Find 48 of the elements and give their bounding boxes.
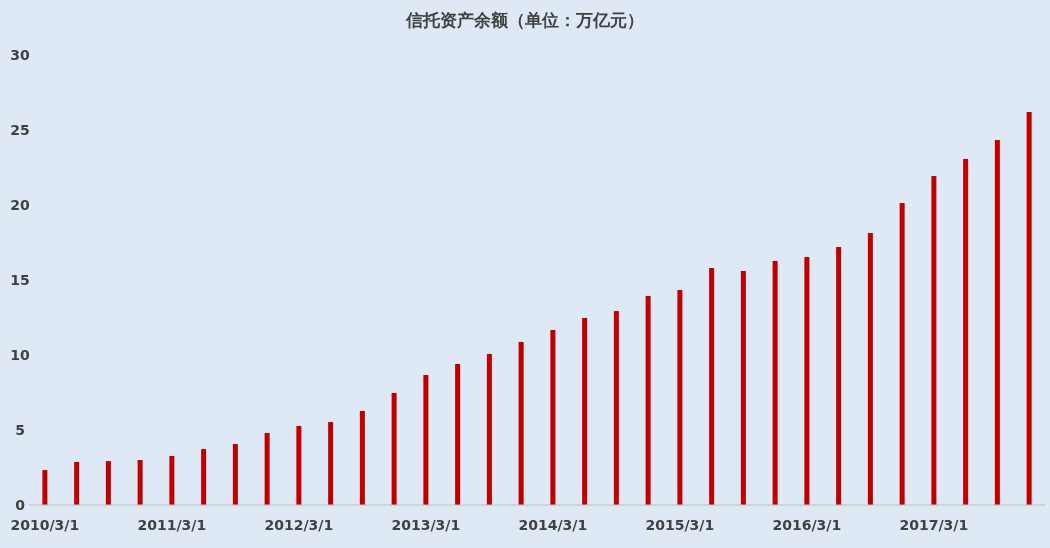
bar <box>42 470 48 505</box>
bar <box>296 425 302 505</box>
bar <box>613 311 619 505</box>
bar <box>137 460 143 505</box>
bar <box>423 374 429 505</box>
bar <box>994 140 1000 505</box>
x-tick-label: 2010/3/1 <box>10 517 80 533</box>
x-tick-label: 2012/3/1 <box>264 517 334 533</box>
bar <box>74 461 80 505</box>
bar <box>550 329 556 505</box>
y-tick-label: 30 <box>10 47 30 63</box>
bar <box>359 410 365 505</box>
bar <box>328 422 334 505</box>
bar <box>486 353 492 505</box>
bar <box>677 290 683 505</box>
bar <box>740 271 746 505</box>
bar <box>1026 112 1032 505</box>
bar <box>391 392 397 505</box>
bar <box>264 433 270 505</box>
y-tick-label: 25 <box>10 122 30 138</box>
bar <box>582 317 588 505</box>
bar <box>169 455 175 505</box>
bar <box>867 233 873 505</box>
bar <box>232 443 238 505</box>
y-tick-label: 0 <box>15 497 26 513</box>
bar <box>709 268 715 505</box>
bar <box>804 257 810 505</box>
x-tick-label: 2011/3/1 <box>137 517 207 533</box>
y-tick-label: 15 <box>10 272 30 288</box>
bar <box>931 176 937 505</box>
bar <box>899 203 905 505</box>
bar <box>645 296 651 505</box>
y-tick-label: 5 <box>15 422 25 438</box>
chart-title: 信托资产余额（单位：万亿元） <box>405 10 644 30</box>
y-tick-label: 20 <box>10 197 30 213</box>
bar <box>518 341 524 505</box>
x-tick-label: 2015/3/1 <box>645 517 715 533</box>
bar <box>836 247 842 505</box>
x-tick-label: 2017/3/1 <box>899 517 969 533</box>
x-tick-label: 2013/3/1 <box>391 517 461 533</box>
bar <box>455 364 461 505</box>
bar <box>963 158 969 505</box>
bar <box>772 260 778 505</box>
bar <box>201 449 207 505</box>
y-tick-label: 10 <box>10 347 30 363</box>
x-tick-label: 2014/3/1 <box>518 517 588 533</box>
x-tick-label: 2016/3/1 <box>772 517 842 533</box>
bar <box>105 461 111 505</box>
